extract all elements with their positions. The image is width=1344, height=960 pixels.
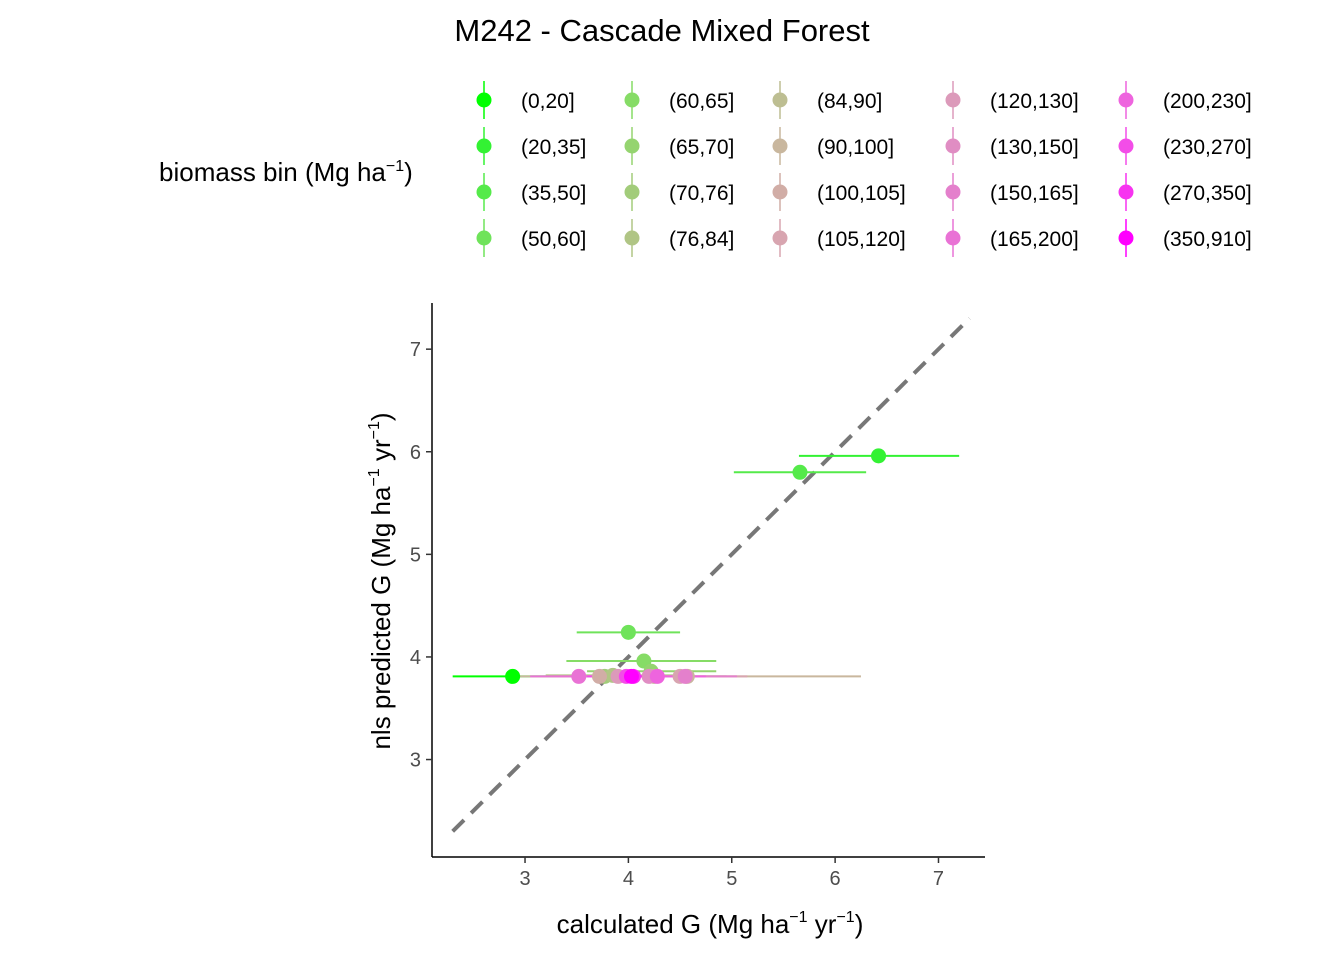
legend-key-point [1118, 184, 1134, 200]
legend-item: (270,350] [1118, 173, 1252, 211]
legend-item: (150,165] [945, 173, 1079, 211]
legend-item: (65,70] [624, 127, 734, 165]
legend-key-point [945, 230, 961, 246]
legend-items: (0,20] (20,35] (35,50] (50,60] (60,65] (65,70… [476, 81, 1252, 257]
legend-label: (70,76] [669, 182, 734, 205]
legend-item: (35,50] [476, 173, 586, 211]
x-tick-label: 5 [726, 868, 737, 890]
legend-key-point [945, 92, 961, 108]
legend-item: (50,60] [476, 219, 586, 257]
legend-label: (120,130] [990, 90, 1079, 113]
legend-label: (270,350] [1163, 182, 1252, 205]
legend-item: (20,35] [476, 127, 586, 165]
x-tick-label: 7 [933, 868, 944, 890]
legend-title: biomass bin (Mg ha−1) [159, 157, 413, 187]
legend-item: (200,230] [1118, 81, 1252, 119]
legend-key-point [624, 138, 640, 154]
legend-key-point [476, 92, 492, 108]
legend-key-point [624, 92, 640, 108]
legend-key-point [476, 184, 492, 200]
legend-label: (100,105] [817, 182, 906, 205]
legend-label: (50,60] [521, 228, 586, 251]
legend-key-point [1118, 92, 1134, 108]
legend-label: (90,100] [817, 136, 894, 159]
data-point [591, 668, 607, 684]
legend-item: (100,105] [772, 173, 906, 211]
legend-key-point [945, 184, 961, 200]
legend-item: (350,910] [1118, 219, 1252, 257]
chart-title: M242 - Cascade Mixed Forest [454, 13, 870, 48]
legend-key-point [624, 184, 640, 200]
x-tick-label: 6 [830, 868, 841, 890]
legend-label: (20,35] [521, 136, 586, 159]
y-tick-label: 4 [410, 647, 421, 669]
data-point [871, 448, 887, 464]
data-point [571, 668, 587, 684]
reference-line [451, 316, 971, 833]
legend-key-point [945, 138, 961, 154]
x-axis-title: calculated G (Mg ha−1 yr−1) [557, 909, 864, 939]
legend-key-point [1118, 230, 1134, 246]
legend-item: (0,20] [476, 81, 575, 119]
legend-key-point [1118, 138, 1134, 154]
legend-item: (165,200] [945, 219, 1079, 257]
legend-label: (350,910] [1163, 228, 1252, 251]
y-tick-label: 6 [410, 442, 421, 464]
legend-item: (60,65] [624, 81, 734, 119]
legend-label: (105,120] [817, 228, 906, 251]
legend-label: (76,84] [669, 228, 734, 251]
data-point [620, 624, 636, 640]
y-axis-ticks: 3 4 5 6 7 [410, 339, 432, 772]
y-axis-title: nls predicted G (Mg ha−1 yr−1) [366, 412, 396, 749]
legend-key-point [772, 230, 788, 246]
legend-item: (130,150] [945, 127, 1079, 165]
data-point [505, 668, 521, 684]
legend-label: (130,150] [990, 136, 1079, 159]
legend-label: (84,90] [817, 90, 882, 113]
legend-item: (120,130] [945, 81, 1079, 119]
legend-item: (105,120] [772, 219, 906, 257]
legend-label: (230,270] [1163, 136, 1252, 159]
y-tick-label: 5 [410, 544, 421, 566]
data-points [505, 448, 887, 684]
legend-label: (65,70] [669, 136, 734, 159]
legend-key-point [772, 138, 788, 154]
legend-label: (200,230] [1163, 90, 1252, 113]
legend-item: (76,84] [624, 219, 734, 257]
data-point [792, 464, 808, 480]
y-tick-label: 3 [410, 750, 421, 772]
legend-label: (35,50] [521, 182, 586, 205]
legend-key-point [772, 92, 788, 108]
legend-key-point [624, 230, 640, 246]
x-axis-ticks: 3 4 5 6 7 [519, 857, 944, 890]
legend-item: (90,100] [772, 127, 894, 165]
plot-area: 3 4 5 6 7 3 4 5 6 7 [410, 303, 985, 890]
legend-key-point [476, 138, 492, 154]
legend: biomass bin (Mg ha−1) (0,20] (20,35] (35,5… [159, 81, 1252, 257]
legend-key-point [476, 230, 492, 246]
data-point [649, 668, 665, 684]
legend-label: (150,165] [990, 182, 1079, 205]
legend-label: (165,200] [990, 228, 1079, 251]
data-point [677, 668, 693, 684]
legend-item: (70,76] [624, 173, 734, 211]
x-tick-label: 3 [519, 868, 530, 890]
legend-item: (84,90] [772, 81, 882, 119]
error-bars [452, 454, 960, 678]
y-tick-label: 7 [410, 339, 421, 361]
data-point [623, 668, 639, 684]
legend-label: (60,65] [669, 90, 734, 113]
legend-label: (0,20] [521, 90, 575, 113]
x-tick-label: 4 [623, 868, 634, 890]
legend-key-point [772, 184, 788, 200]
legend-item: (230,270] [1118, 127, 1252, 165]
